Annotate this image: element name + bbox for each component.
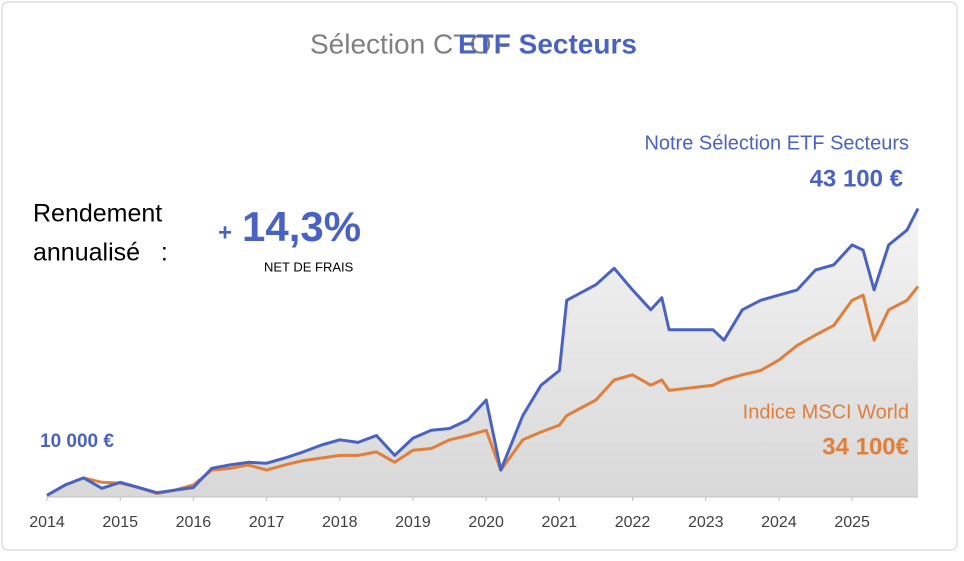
series-label: Notre Sélection ETF Secteurs <box>644 132 909 154</box>
series-line <box>46 207 920 497</box>
return-value: 14,3% <box>242 203 361 250</box>
x-tick-label: 2018 <box>322 514 358 531</box>
x-tick-label: 2015 <box>102 514 138 531</box>
x-tick-label: 2025 <box>834 514 870 531</box>
annotation: + <box>218 219 232 246</box>
annotation: NET DE FRAIS <box>264 259 354 274</box>
x-tick-label: 2022 <box>615 514 651 531</box>
end-value-label: 43 100 € <box>810 165 903 192</box>
x-tick-label: 2023 <box>688 514 724 531</box>
annotation: annualisé : <box>33 239 168 267</box>
x-tick-label: 2017 <box>249 514 285 531</box>
end-value-label: 34 100€ <box>822 433 909 460</box>
x-tick-label: 2014 <box>29 514 65 531</box>
x-tick-label: 2020 <box>468 514 504 531</box>
x-tick-label: 2024 <box>761 514 797 531</box>
chart-title: Sélection CTO - <box>310 28 509 59</box>
x-tick-label: 2021 <box>542 514 578 531</box>
x-tick-label: 2019 <box>395 514 431 531</box>
series-label: Indice MSCI World <box>743 401 909 423</box>
x-tick-label: 2016 <box>176 514 212 531</box>
chart-title-highlight: ETF Secteurs <box>458 28 637 59</box>
start-value-label: 10 000 € <box>40 431 114 452</box>
annotation: Rendement <box>33 200 162 228</box>
area-fill <box>47 208 918 497</box>
